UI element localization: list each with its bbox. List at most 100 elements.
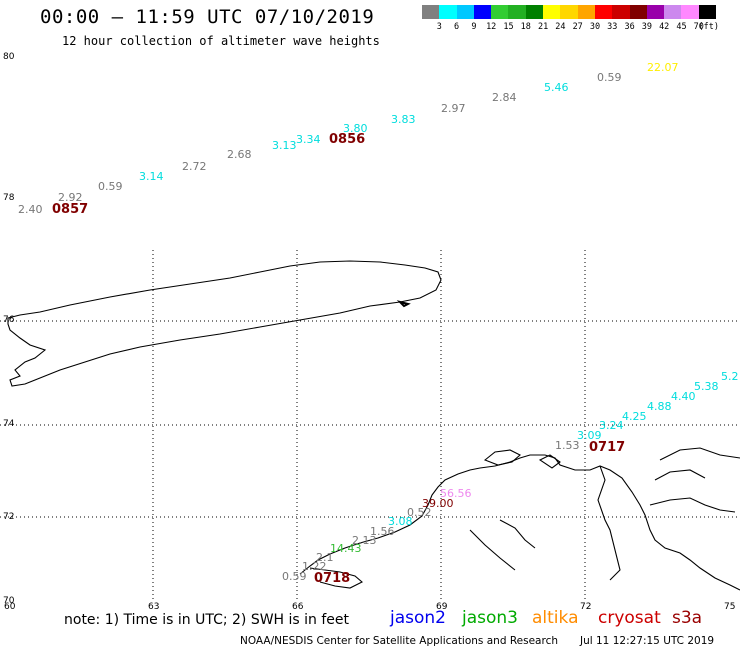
wave-height-value: 2.97 bbox=[441, 102, 466, 115]
colorbar-tick: 24 bbox=[555, 22, 566, 32]
coastline-island-small-1 bbox=[483, 449, 521, 466]
wave-height-value: 4.40 bbox=[671, 390, 696, 403]
wave-height-value: 4.25 bbox=[622, 410, 647, 423]
lat-lon-grid bbox=[0, 250, 740, 600]
colorbar-swatch bbox=[525, 5, 544, 19]
wave-height-value: 3.09 bbox=[577, 429, 602, 442]
lat-tick-label: 72 bbox=[3, 512, 14, 522]
wave-height-value: 2.40 bbox=[18, 203, 43, 216]
legend-item-cryosat: cryosat bbox=[598, 608, 661, 628]
colorbar-swatch bbox=[456, 5, 474, 19]
wave-height-value: 5.2 bbox=[721, 370, 739, 383]
colorbar-tick: 15 bbox=[503, 22, 514, 32]
wave-height-value: 4.88 bbox=[647, 400, 672, 413]
coastline-east-2 bbox=[654, 469, 706, 481]
lat-tick-label: 76 bbox=[3, 315, 15, 325]
colorbar-ticks: 3 6 9 12 15 18 21 24 27 30 33 36 39 42 45 70 (ft) bbox=[422, 22, 740, 34]
wave-height-value: 2.84 bbox=[492, 91, 517, 104]
colorbar-swatch bbox=[629, 5, 647, 19]
coastline-north-island-bay bbox=[396, 300, 411, 308]
coastline-south-inlet bbox=[309, 567, 363, 589]
legend-item-s3a: s3a bbox=[672, 608, 703, 628]
coastline-east-1 bbox=[659, 447, 740, 461]
legend-item-altika: altika bbox=[532, 608, 579, 628]
lat-tick-label: 70 bbox=[3, 596, 15, 606]
coastline-river-2 bbox=[499, 519, 536, 549]
track-south-labels: 0.591.222.114.432.131.563.080.5239.0056.… bbox=[282, 370, 739, 586]
legend-item-jason3: jason3 bbox=[462, 608, 518, 628]
wave-height-value: 3.34 bbox=[296, 133, 321, 146]
credit-text: NOAA/NESDIS Center for Satellite Applica… bbox=[240, 635, 558, 647]
wave-height-value: 56.56 bbox=[440, 487, 472, 500]
pass-time-label: 0718 bbox=[314, 571, 350, 586]
colorbar-tick: 18 bbox=[520, 22, 531, 32]
wave-height-value: 0.52 bbox=[407, 506, 432, 519]
colorbar-swatch bbox=[491, 5, 509, 19]
coastline bbox=[7, 260, 740, 591]
wave-height-value: 2.13 bbox=[352, 534, 377, 547]
colorbar-swatch bbox=[577, 5, 595, 19]
colorbar-swatch bbox=[664, 5, 682, 19]
colorbar-tick: 39 bbox=[641, 22, 653, 32]
wave-height-value: 1.53 bbox=[555, 439, 580, 452]
wave-height-value: 3.14 bbox=[139, 170, 164, 183]
wave-height-value: 2.1 bbox=[316, 551, 334, 564]
legend-item-jason2: jason2 bbox=[390, 608, 446, 628]
coastline-yamal bbox=[299, 454, 740, 591]
lon-tick-label: 75 bbox=[724, 602, 735, 612]
wave-height-value: 2.92 bbox=[58, 191, 83, 204]
wave-height-value: 5.38 bbox=[694, 380, 719, 393]
colorbar-tick: 30 bbox=[589, 22, 601, 32]
colorbar-tick: 6 bbox=[454, 22, 460, 32]
wave-height-value: 1.56 bbox=[370, 525, 395, 538]
wave-height-value: 22.07 bbox=[647, 61, 679, 74]
pass-time-label: 0856 bbox=[329, 132, 365, 147]
colorbar-swatch bbox=[612, 5, 630, 19]
wave-height-value: 3.83 bbox=[391, 113, 416, 126]
colorbar-tick: 12 bbox=[486, 22, 497, 32]
colorbar-tick: 33 bbox=[607, 22, 618, 32]
lat-tick-label: 74 bbox=[3, 419, 15, 429]
coastline-river-1 bbox=[649, 497, 736, 513]
coastline-island-small-2 bbox=[538, 454, 561, 469]
colorbar-tick: 21 bbox=[537, 22, 549, 32]
colorbar-tick: 42 bbox=[659, 22, 670, 32]
wave-height-value: 2.72 bbox=[182, 160, 207, 173]
wave-height-value: 0.59 bbox=[597, 71, 622, 84]
wave-height-value: 0.59 bbox=[98, 180, 123, 193]
map-subtitle: 12 hour collection of altimeter wave hei… bbox=[62, 34, 380, 48]
coastline-north-island bbox=[7, 260, 442, 387]
colorbar-tick: 45 bbox=[676, 22, 687, 32]
wave-height-value: 3.13 bbox=[272, 139, 297, 152]
wave-height-value: 39.00 bbox=[422, 497, 454, 510]
colorbar-swatch bbox=[473, 5, 492, 19]
map-title: 00:00 – 11:59 UTC 07/10/2019 bbox=[40, 6, 375, 28]
wave-height-value: 3.80 bbox=[343, 122, 368, 135]
colorbar-tick: (ft) bbox=[698, 22, 720, 32]
lat-tick-label: 78 bbox=[3, 193, 15, 203]
colorbar-swatch bbox=[508, 5, 526, 19]
track-north-labels: 2.40 2.92 0.59 3.14 2.72 2.68 3.13 3.34 3.80 3.83… bbox=[18, 61, 679, 217]
pass-time-label: 0857 bbox=[52, 202, 88, 217]
wave-height-value: 1.22 bbox=[302, 560, 327, 573]
coastline-river-3 bbox=[469, 529, 516, 571]
lon-tick-label: 72 bbox=[580, 602, 591, 612]
wave-height-value: 2.68 bbox=[227, 148, 252, 161]
colorbar-swatch bbox=[681, 5, 699, 19]
footnote: note: 1) Time is in UTC; 2) SWH is in fe… bbox=[64, 612, 350, 628]
colorbar-swatch bbox=[698, 5, 717, 19]
lat-tick-label: 80 bbox=[3, 52, 15, 62]
wave-height-value: 3.24 bbox=[599, 419, 624, 432]
pass-time-label: 0717 bbox=[589, 440, 625, 455]
lon-tick-label: 63 bbox=[148, 602, 159, 612]
colorbar-tick: 27 bbox=[572, 22, 583, 32]
colorbar-tick: 70 bbox=[693, 22, 704, 32]
lon-tick-label: 69 bbox=[436, 602, 448, 612]
wave-height-value: 5.46 bbox=[544, 81, 569, 94]
lon-tick-label: 60 bbox=[4, 602, 16, 612]
colorbar-swatch bbox=[422, 5, 440, 19]
colorbar-swatch bbox=[594, 5, 613, 19]
wave-height-value: 0.59 bbox=[282, 570, 307, 583]
colorbar-swatch bbox=[439, 5, 457, 19]
